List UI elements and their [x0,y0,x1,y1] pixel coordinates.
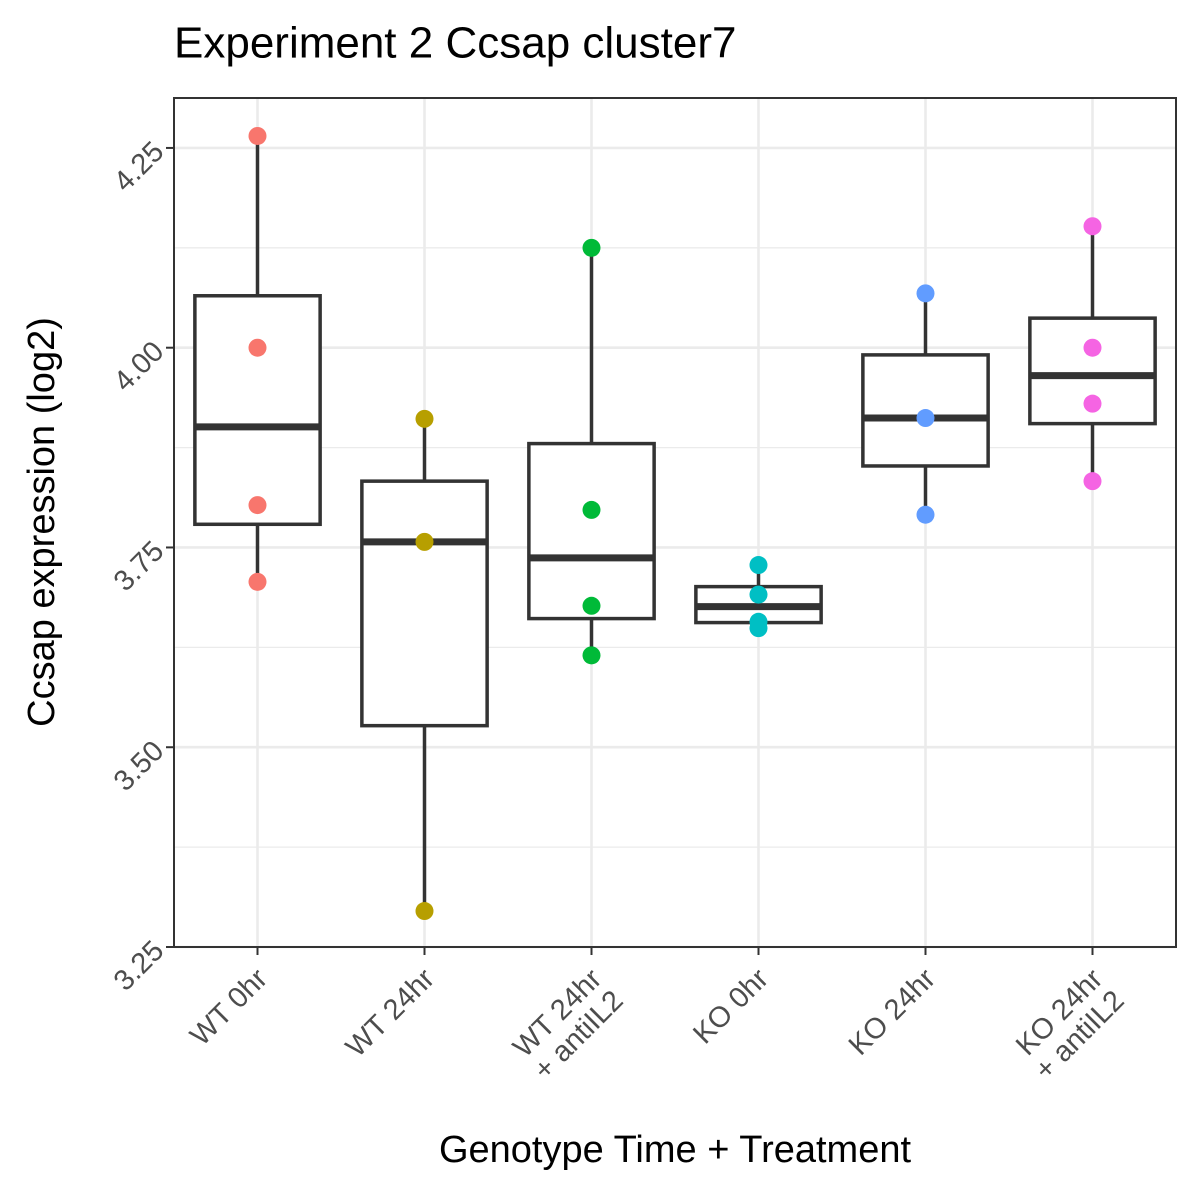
point [1083,472,1102,491]
point [1083,394,1102,413]
panel-border [173,97,1177,948]
point [749,556,768,575]
point [582,500,601,519]
point [1083,338,1102,357]
box [193,294,322,527]
point [916,505,935,524]
point [248,572,267,591]
point [916,284,935,303]
x-tick-label: KO 24hr [843,962,942,1061]
x-tick-label: WT 0hr [184,963,274,1053]
x-tick-label: WT 24hr [340,963,441,1064]
chart-title: Experiment 2 Ccsap cluster7 [174,19,736,68]
box [527,441,656,621]
box [1028,316,1157,426]
y-tick-label: 3.25 [108,935,171,998]
box [360,479,489,728]
x-tick-label: KO 0hr [687,962,775,1050]
point [749,619,768,638]
point [415,409,434,428]
point [248,126,267,145]
y-tick-label: 4.25 [108,136,171,199]
point [415,532,434,551]
x-tick-label: KO 24hr+ antiIL2 [1007,962,1131,1086]
point [749,585,768,604]
y-tick-label: 4.00 [108,335,171,398]
point [248,496,267,515]
point [582,646,601,665]
y-axis-label: Ccsap expression (log2) [21,317,63,727]
x-axis-label: Genotype Time + Treatment [439,1129,912,1171]
x-tick-label: WT 24hr+ antiIL2 [506,963,630,1087]
point [582,596,601,615]
point [248,338,267,357]
point [582,238,601,257]
y-tick-label: 3.75 [108,535,171,598]
y-tick-label: 3.50 [108,735,171,798]
point [916,409,935,428]
point [415,902,434,921]
point [1083,217,1102,236]
